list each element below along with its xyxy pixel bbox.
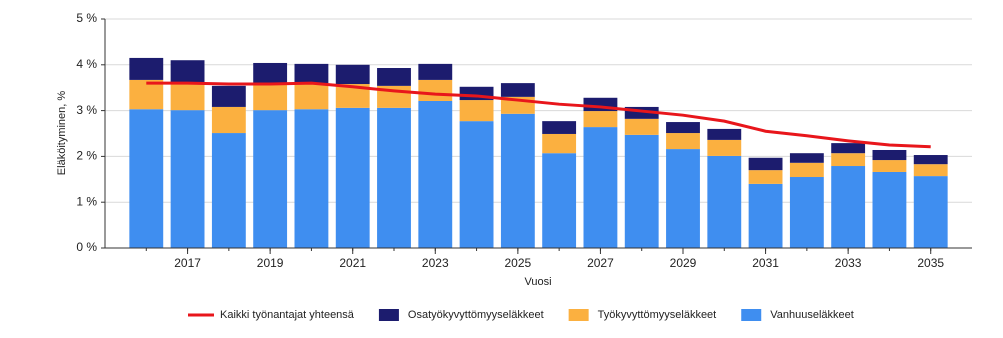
legend-label: Osatyökyvyttömyyseläkkeet [408, 309, 544, 321]
bar-segment [913, 176, 948, 248]
bar-segment [666, 149, 700, 248]
bar-segment [500, 83, 535, 97]
bar-segment [500, 113, 535, 248]
bar-segment [624, 106, 659, 119]
x-tick-label: 2027 [587, 256, 614, 270]
x-tick-label: 2017 [174, 256, 201, 270]
legend-swatch [741, 309, 762, 321]
bar-segment [253, 62, 288, 84]
bar-segment [789, 153, 824, 163]
bar-segment [377, 68, 411, 86]
bar-segment [170, 110, 205, 248]
bar-segment [831, 153, 866, 167]
x-axis-label: Vuosi [524, 276, 551, 288]
bar-segment [666, 133, 700, 150]
line-series [146, 81, 931, 149]
y-tick-label: 5 % [76, 11, 97, 25]
bar-segment [253, 110, 288, 248]
y-tick-label: 4 % [76, 57, 97, 71]
bar-segment [418, 100, 453, 249]
x-tick-label: 2021 [339, 256, 366, 270]
bar-segment [748, 183, 783, 248]
bar-segment [831, 166, 866, 248]
bar-segment [459, 100, 494, 122]
bar-segment [459, 121, 494, 248]
bar-segment [335, 84, 370, 108]
bar-segment [542, 153, 577, 248]
y-tick-label: 0 % [76, 240, 97, 254]
bar-segment [211, 85, 246, 107]
bar-segment [624, 118, 659, 135]
bar-segment [913, 164, 948, 177]
bar-segment [294, 109, 329, 248]
bar-segment [418, 63, 453, 80]
bar-segment [913, 155, 948, 165]
bar-segment [707, 139, 742, 156]
bar-segment [170, 60, 205, 83]
y-tick-label: 3 % [76, 103, 97, 117]
bar-segment [831, 143, 866, 154]
x-tick-label: 2035 [917, 256, 944, 270]
bar-segment [294, 63, 329, 84]
bar-segment [129, 79, 164, 110]
bar-segment [377, 107, 411, 249]
bar-segment [170, 82, 205, 111]
bar-segment [872, 160, 907, 172]
bar-segment [335, 107, 370, 249]
bar-segment [294, 83, 329, 110]
legend-label: Työkyvyttömyyseläkkeet [598, 309, 717, 321]
bar-segment [748, 170, 783, 184]
x-tick-label: 2031 [752, 256, 779, 270]
bar-segment [624, 134, 659, 248]
bar-segment [418, 79, 453, 101]
bar-segment [789, 162, 824, 178]
bar-segment [542, 121, 577, 134]
bar-segment [707, 155, 742, 248]
y-axis-label: Eläköityminen, % [56, 91, 68, 176]
x-tick-label: 2025 [505, 256, 532, 270]
bar-segment [335, 64, 370, 85]
bar-segment [542, 133, 577, 154]
legend-label: Vanhuuseläkkeet [770, 309, 854, 321]
bar-segment [129, 57, 164, 80]
bar-segment [707, 128, 742, 140]
bar-segment [748, 157, 783, 171]
bar-segment [583, 111, 618, 128]
y-tick-label: 2 % [76, 149, 97, 163]
bar-segment [872, 171, 907, 248]
x-tick-label: 2033 [835, 256, 862, 270]
x-tick-label: 2023 [422, 256, 449, 270]
y-tick-label: 1 % [76, 194, 97, 208]
legend-swatch [378, 309, 399, 321]
x-tick-label: 2019 [257, 256, 284, 270]
x-tick-label: 2029 [670, 256, 697, 270]
bar-segment [789, 177, 824, 248]
bar-segment [872, 149, 907, 161]
bar-segment [666, 122, 700, 134]
bar-segment [253, 83, 288, 111]
bar-segment [129, 109, 164, 248]
legend-label: Kaikki työnantajat yhteensä [220, 309, 355, 321]
bar-segment [211, 106, 246, 134]
bar-segment [211, 133, 246, 248]
bar-segment [583, 127, 618, 248]
legend-swatch [568, 309, 589, 321]
